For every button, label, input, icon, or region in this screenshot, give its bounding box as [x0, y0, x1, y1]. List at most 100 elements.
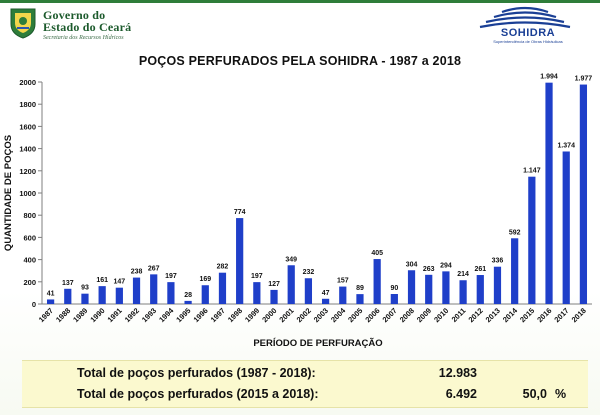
y-tick-label: 1800 [19, 100, 36, 109]
x-tick-label-1997: 1997 [209, 306, 227, 324]
bar-1998 [236, 218, 244, 304]
data-label-2015: 1.147 [523, 168, 541, 175]
data-label-2010: 294 [440, 262, 452, 269]
data-label-1998: 774 [234, 209, 246, 216]
bar-2013 [493, 266, 502, 304]
x-tick-label-2001: 2001 [277, 306, 295, 324]
data-label-2012: 261 [474, 266, 486, 273]
data-label-2001: 349 [285, 256, 297, 263]
bar-1989 [81, 293, 89, 304]
x-tick-label-2003: 2003 [312, 306, 330, 324]
data-label-2008: 304 [406, 261, 418, 268]
data-label-2004: 157 [337, 278, 349, 285]
y-tick-label: 400 [23, 256, 36, 265]
data-label-2000: 127 [268, 281, 280, 288]
x-tick-label-1988: 1988 [54, 306, 72, 324]
summary-recent-value: 6.492 [445, 387, 477, 401]
x-tick-label-1993: 1993 [140, 306, 158, 324]
bar-1997 [218, 272, 227, 304]
y-tick-label: 1200 [19, 167, 36, 176]
chart-title: POÇOS PERFURADOS PELA SOHIDRA - 1987 a 2… [138, 54, 462, 68]
x-tick-label-2013: 2013 [484, 306, 502, 324]
data-label-1987: 41 [47, 290, 55, 297]
x-tick-label-2007: 2007 [381, 306, 399, 324]
x-tick-label-1989: 1989 [71, 306, 89, 324]
bar-1993 [150, 274, 158, 304]
data-label-1991: 147 [114, 279, 126, 286]
x-tick-label-2009: 2009 [415, 306, 433, 324]
bar-2011 [459, 280, 467, 304]
sohidra-wave-icon [479, 6, 571, 29]
top-accent-bar [0, 0, 600, 3]
gov-subtitle: Secretaria dos Recursos Hídricos [43, 35, 124, 41]
data-label-2017: 1.374 [557, 142, 575, 149]
bar-2009 [425, 274, 433, 304]
bar-2017 [562, 151, 570, 304]
y-tick-label: 200 [23, 278, 36, 287]
x-tick-label-2012: 2012 [467, 306, 485, 324]
x-tick-label-1996: 1996 [192, 306, 210, 324]
y-tick-label: 600 [23, 233, 36, 242]
bar-1992 [132, 277, 141, 304]
data-label-2005: 89 [356, 285, 364, 292]
bar-2001 [287, 265, 295, 304]
bar-2008 [407, 270, 416, 304]
x-tick-label-2002: 2002 [295, 306, 313, 324]
data-label-1989: 93 [81, 285, 89, 292]
summary-recent-percent: 50,0 [522, 387, 547, 401]
bar-2015 [528, 176, 536, 304]
bar-2005 [356, 294, 364, 304]
summary-total-label: Total de poços perfurados (1987 - 2018): [77, 366, 316, 380]
gov-name-line1: Governo do [43, 8, 106, 22]
y-axis-label: QUANTIDADE DE POÇOS [3, 135, 14, 251]
data-label-1999: 197 [251, 273, 263, 280]
summary-total-value: 12.983 [438, 366, 477, 380]
bar-1987 [46, 299, 55, 304]
state-coat-of-arms-icon [10, 8, 36, 39]
bar-2003 [321, 298, 330, 304]
bar-2000 [270, 289, 278, 304]
data-label-2013: 336 [492, 258, 504, 265]
y-tick-label: 800 [23, 211, 36, 220]
summary-box: Total de poços perfurados (1987 - 2018):… [22, 360, 588, 408]
data-label-2009: 263 [423, 266, 435, 273]
x-tick-label-2011: 2011 [450, 306, 468, 324]
bar-1990 [98, 286, 106, 304]
government-name: Governo do Estado do Ceará Secretaria do… [43, 9, 131, 41]
bar-2006 [373, 259, 381, 304]
x-tick-label-2005: 2005 [346, 306, 364, 324]
summary-percent-unit: % [555, 387, 567, 401]
bar-1994 [167, 282, 175, 304]
sohidra-name: SOHIDRA [500, 27, 556, 39]
data-label-2016: 1.994 [540, 74, 558, 81]
data-label-2018: 1.977 [575, 76, 593, 83]
data-label-2003: 47 [322, 290, 330, 297]
bar-2007 [390, 294, 398, 304]
y-tick-label: 2000 [19, 78, 36, 87]
x-tick-label-1994: 1994 [157, 305, 176, 324]
x-tick-label-1987: 1987 [37, 306, 55, 324]
x-tick-label-2017: 2017 [552, 306, 570, 324]
data-label-2014: 592 [509, 229, 521, 236]
x-tick-label-1995: 1995 [174, 306, 192, 324]
x-tick-label-2000: 2000 [260, 306, 278, 324]
bar-2004 [339, 286, 347, 304]
x-tick-label-2006: 2006 [363, 306, 381, 324]
bar-1991 [115, 287, 123, 304]
data-label-1996: 169 [199, 276, 211, 283]
x-tick-label-2004: 2004 [329, 305, 348, 324]
bar-chart: 0 200 400 600 800 1000 1200 1400 1600 1800 2000 41… [3, 74, 593, 349]
y-tick-label: 1000 [19, 189, 36, 198]
bar-1988 [64, 288, 72, 304]
data-label-2002: 232 [303, 269, 315, 276]
x-tick-label-1998: 1998 [226, 306, 244, 324]
data-label-2007: 90 [390, 285, 398, 292]
y-tick-label: 1400 [19, 145, 36, 154]
x-tick-label-2014: 2014 [501, 305, 520, 324]
bar-2014 [511, 238, 519, 304]
x-tick-label-2010: 2010 [432, 306, 450, 324]
bar-1995 [184, 300, 192, 304]
bar-1996 [201, 285, 209, 304]
x-tick-label-2015: 2015 [518, 306, 536, 324]
